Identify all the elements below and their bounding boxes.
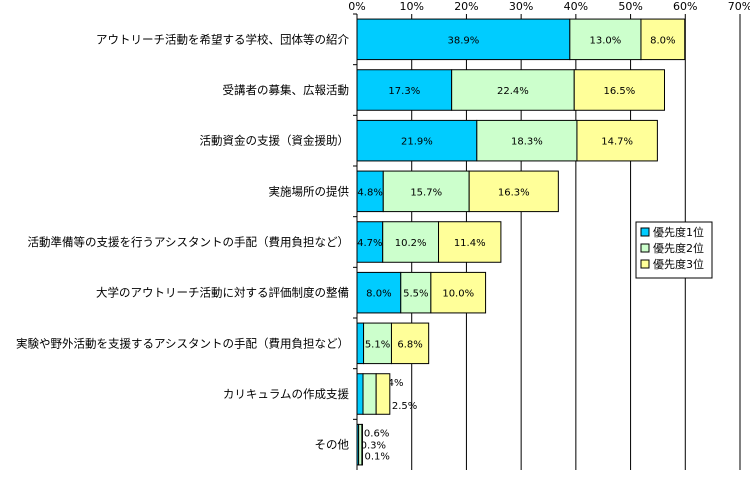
bar-segment-3	[576, 119, 658, 162]
data-label: 2.5%	[392, 401, 417, 412]
bar-segment-2	[363, 322, 392, 365]
bar-segment-1	[356, 69, 453, 111]
data-label: 10.0%	[442, 289, 474, 300]
bar-segment-3	[390, 322, 430, 365]
category-label: 活動準備等の支援を行うアシスタントの手配（費用負担など）	[27, 235, 349, 249]
data-label: 16.5%	[603, 86, 635, 97]
bar-segment-2	[382, 221, 440, 263]
data-label: 8.0%	[366, 289, 391, 300]
category-label: 大学のアウトリーチ活動に対する評価制度の整備	[96, 286, 349, 300]
x-tick-label: 30%	[509, 0, 533, 13]
category-label: 活動資金の支援（資金援助）	[200, 134, 350, 148]
x-tick-label: 20%	[454, 0, 478, 13]
data-label: 22.4%	[497, 86, 529, 97]
bar-segment-3	[430, 271, 487, 314]
legend-label: 優先度2位	[653, 241, 704, 255]
legend-swatch-2	[640, 243, 650, 253]
x-tick-label: 60%	[673, 0, 697, 13]
x-tick-label: 50%	[618, 0, 642, 13]
bar-segment-3	[573, 69, 665, 111]
legend-label: 優先度1位	[653, 225, 704, 239]
bar-segment-1	[356, 170, 384, 213]
data-label: 0.3%	[361, 441, 386, 452]
data-label: 14.7%	[601, 137, 633, 148]
data-label: 18.3%	[511, 137, 543, 148]
category-label: その他	[315, 438, 350, 452]
data-label: 11.4%	[454, 238, 486, 249]
data-label: 17.3%	[388, 86, 420, 97]
data-label: 10.2%	[395, 238, 427, 249]
data-label: 5.1%	[365, 339, 390, 350]
data-label: 6.8%	[397, 339, 422, 350]
data-label: 0.1%	[364, 452, 389, 463]
data-label: 15.7%	[410, 187, 442, 198]
data-label: 8.0%	[650, 35, 675, 46]
data-label: 13.0%	[590, 35, 622, 46]
data-label: 38.9%	[448, 35, 480, 46]
x-tick-label: 10%	[399, 0, 423, 13]
data-label: 0.6%	[364, 429, 389, 440]
bar-segment-1	[356, 322, 365, 365]
x-tick-label: 40%	[564, 0, 588, 13]
bar-segment-2	[451, 69, 575, 111]
category-label: 受講者の募集、広報活動	[223, 83, 350, 97]
data-label: 4.8%	[357, 187, 382, 198]
bar-segment-1	[356, 221, 384, 263]
bar-segment-2	[382, 170, 470, 213]
bar-segment-3	[438, 221, 502, 263]
bar-segment-1	[356, 373, 364, 415]
bar-segment-3	[375, 373, 391, 415]
data-label: 5.5%	[403, 289, 428, 300]
bar-segment-3	[361, 423, 363, 466]
bar-segment-3	[468, 170, 559, 213]
bar-segment-1	[356, 119, 478, 162]
data-label: 21.9%	[401, 137, 433, 148]
bar-segment-2	[362, 373, 377, 415]
category-label: アウトリーチ活動を希望する学校、団体等の紹介	[96, 32, 349, 46]
bar-segment-2	[400, 271, 432, 314]
bar-segment-2	[569, 18, 642, 61]
data-label: 4.7%	[357, 238, 382, 249]
legend-swatch-3	[640, 259, 650, 269]
x-tick-label: 0%	[348, 0, 365, 13]
category-label: 実施場所の提供	[269, 184, 350, 198]
category-label: カリキュラムの作成支援	[223, 387, 350, 401]
legend-swatch-1	[640, 227, 650, 237]
category-label: 実験や野外活動を支援するアシスタントの手配（費用負担など）	[16, 336, 349, 350]
legend-label: 優先度3位	[653, 257, 704, 271]
x-tick-label: 70%	[728, 0, 750, 13]
data-label: 2.4%	[378, 378, 403, 389]
bar-segment-3	[640, 18, 686, 61]
data-label: 16.3%	[498, 187, 530, 198]
